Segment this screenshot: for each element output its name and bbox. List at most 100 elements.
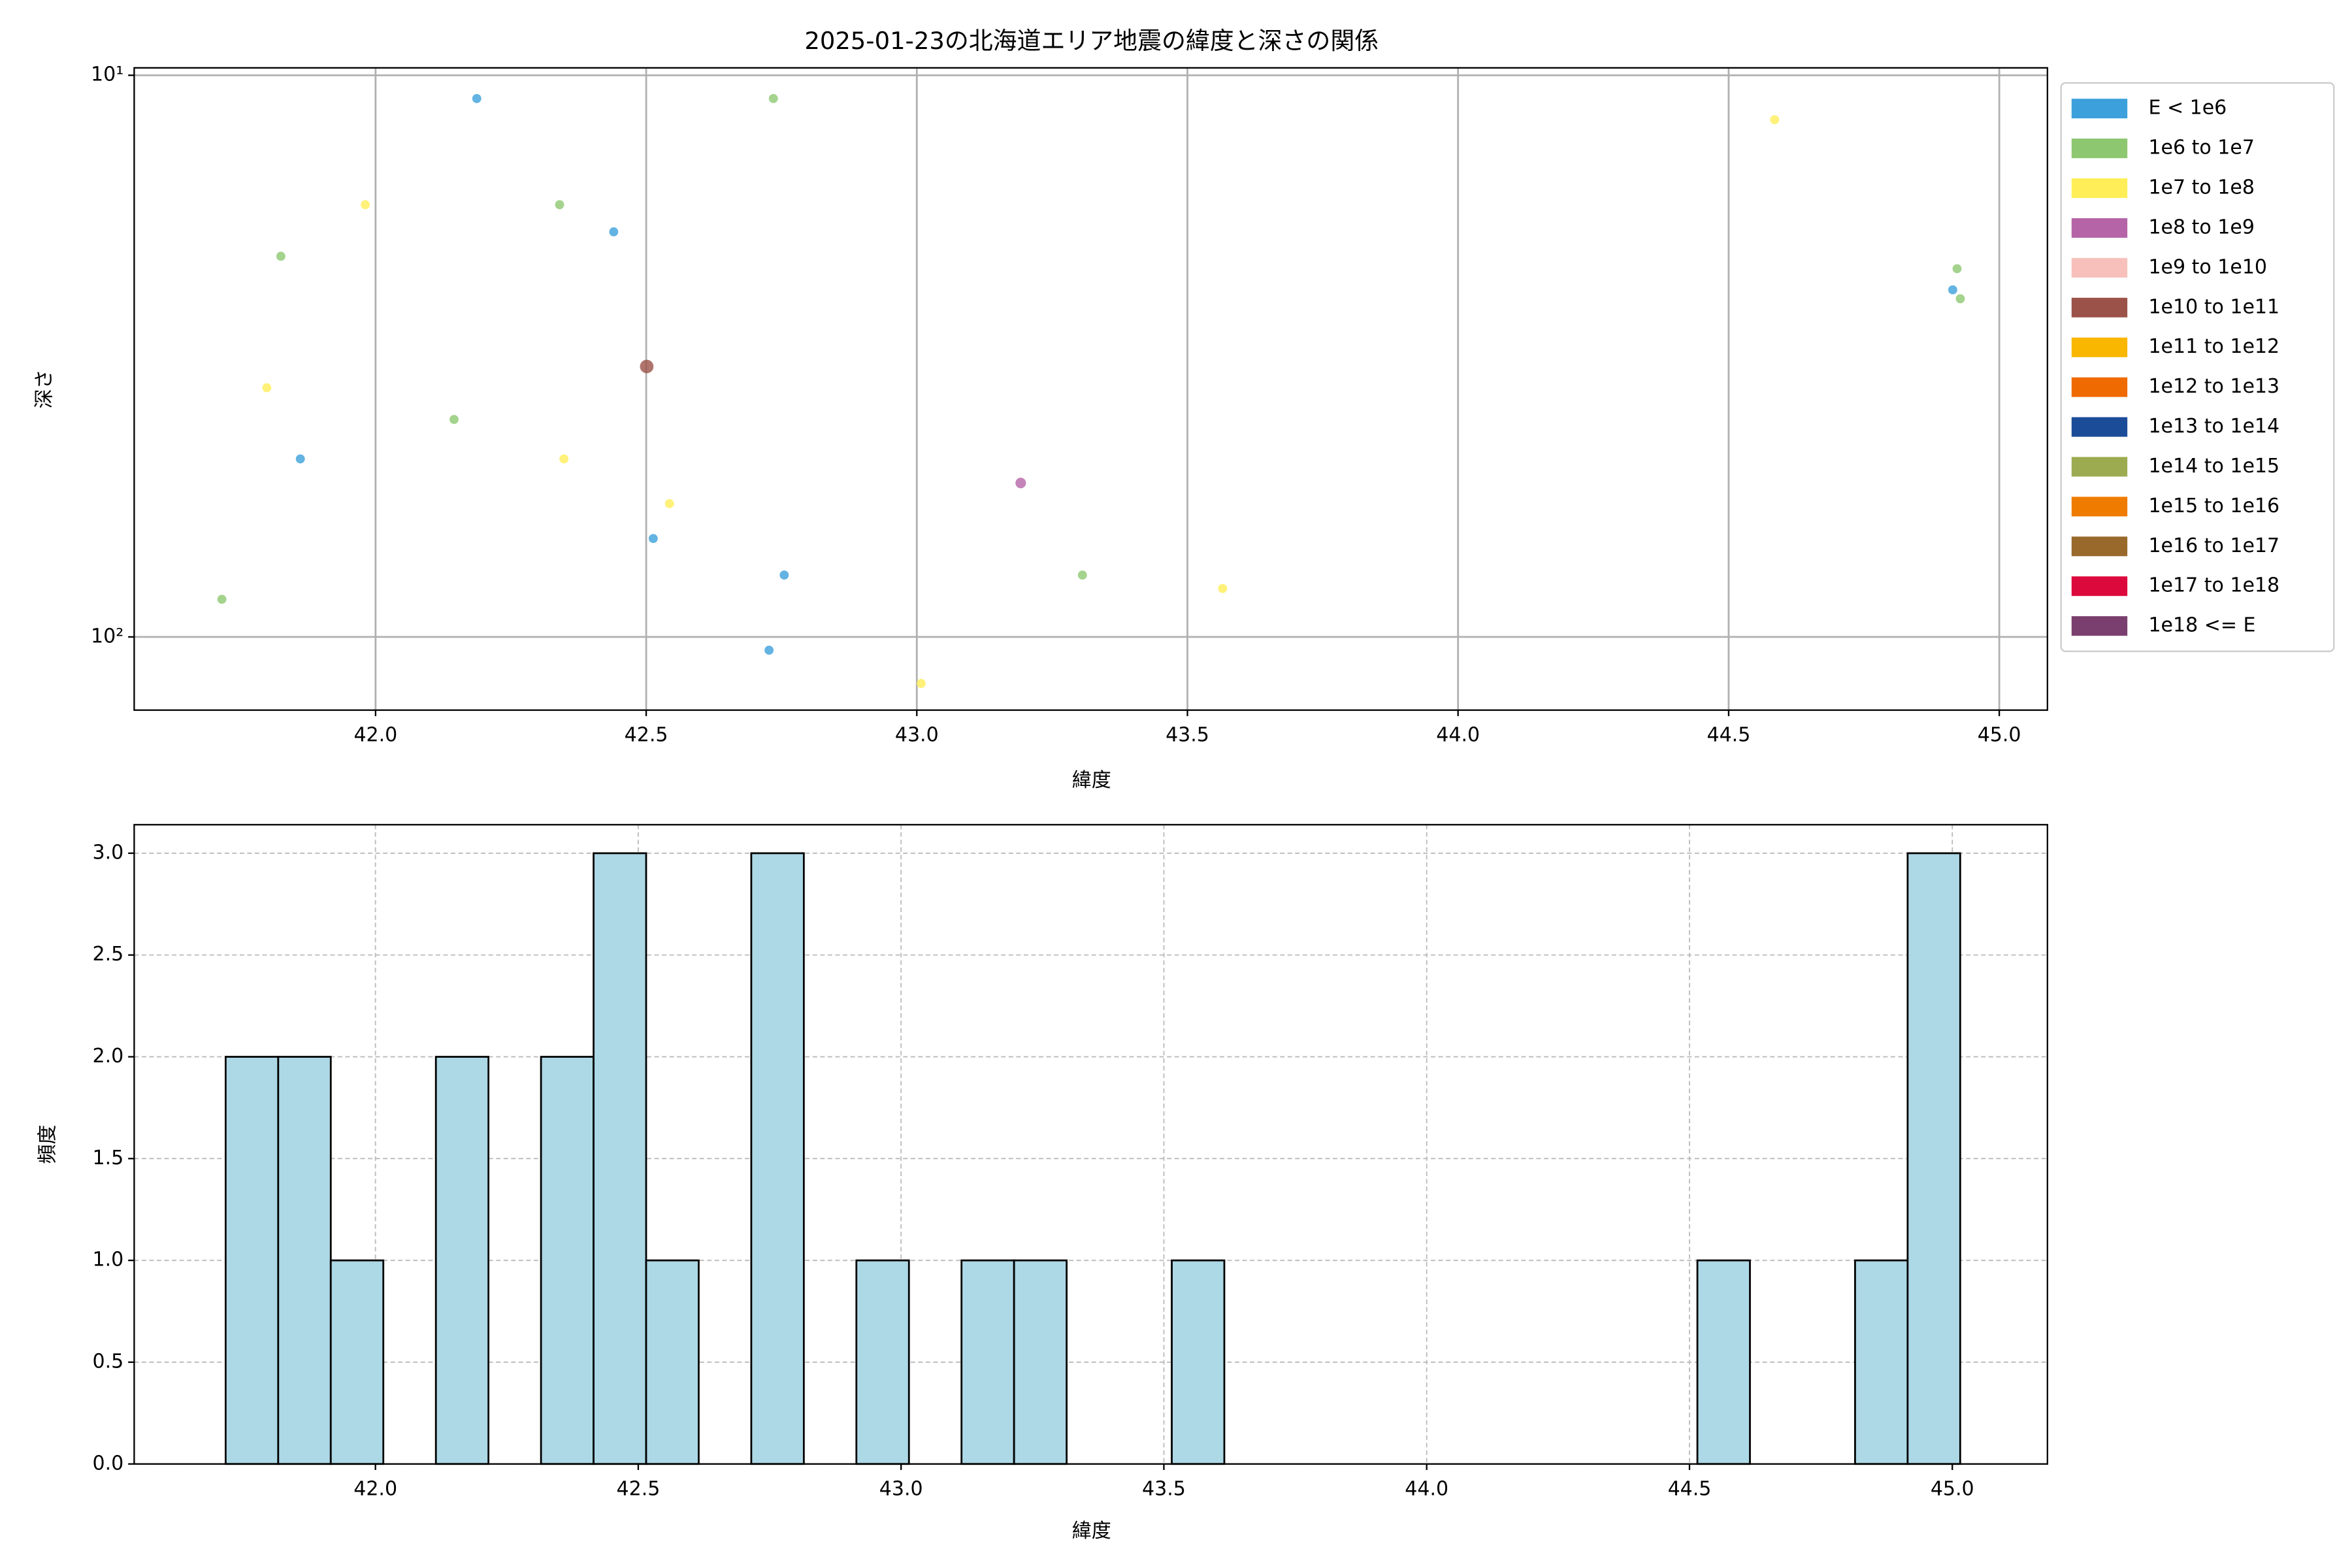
x-tick-label: 43.5: [1166, 724, 1209, 747]
y-tick-label: 0.0: [93, 1452, 124, 1475]
legend-label: E < 1e6: [2148, 97, 2227, 120]
x-tick-label: 44.0: [1405, 1478, 1448, 1501]
legend-label: 1e13 to 1e14: [2148, 415, 2279, 438]
histogram-bar: [329, 1259, 385, 1465]
point: [472, 93, 482, 103]
legend-swatch: [2071, 297, 2128, 318]
legend-swatch: [2071, 178, 2128, 198]
point: [664, 498, 674, 508]
point: [1955, 294, 1965, 304]
y-tick-label: 3.0: [93, 841, 124, 864]
y-tick-label: 1.0: [93, 1249, 124, 1271]
histogram-bar: [224, 1056, 280, 1465]
y-tick-label: 1.5: [93, 1147, 124, 1169]
histogram-bar: [1013, 1259, 1068, 1465]
legend-label: 1e18 <= E: [2148, 614, 2255, 637]
y-tick-label: 10²: [91, 625, 123, 647]
point: [217, 595, 227, 604]
point: [648, 534, 658, 544]
x-tick-label: 42.5: [625, 724, 668, 747]
legend-swatch: [2071, 99, 2128, 119]
histogram-bar: [434, 1056, 490, 1465]
histogram-bar: [1854, 1259, 1909, 1465]
histogram-bar: [1906, 852, 1961, 1465]
x-axis-label: 緯度: [1072, 769, 1111, 792]
legend-label: 1e7 to 1e8: [2148, 176, 2254, 199]
y-tick-label: 10¹: [91, 63, 123, 86]
y-axis-label: 深さ: [33, 369, 56, 408]
point: [1770, 115, 1780, 125]
point: [1077, 570, 1087, 580]
y-axis-label: 頻度: [36, 1125, 59, 1164]
legend-swatch: [2071, 536, 2128, 557]
legend-swatch: [2071, 377, 2128, 397]
x-tick-label: 44.0: [1436, 724, 1480, 747]
legend-label: 1e17 to 1e18: [2148, 574, 2279, 597]
point: [764, 645, 774, 655]
histogram-bar: [750, 852, 805, 1465]
point: [1218, 583, 1228, 593]
histogram-bar: [277, 1056, 332, 1465]
legend-label: 1e10 to 1e11: [2148, 295, 2279, 318]
point: [555, 200, 564, 210]
legend-label: 1e12 to 1e13: [2148, 375, 2279, 398]
histogram-bar: [960, 1259, 1015, 1465]
x-tick-label: 43.0: [895, 724, 939, 747]
x-tick-label: 44.5: [1668, 1478, 1712, 1501]
plot-frame: [133, 67, 2048, 711]
point: [449, 415, 459, 424]
legend-label: 1e11 to 1e12: [2148, 335, 2279, 358]
point: [916, 679, 926, 688]
point: [1948, 285, 1957, 295]
legend-label: 1e9 to 1e10: [2148, 255, 2267, 278]
x-tick-label: 42.0: [353, 724, 397, 747]
histogram-bar: [1696, 1259, 1751, 1465]
x-axis-label: 緯度: [1072, 1520, 1111, 1543]
point: [640, 359, 654, 374]
histogram-bar: [540, 1056, 595, 1465]
chart-title: 2025-01-23の北海道エリア地震の緯度と深さの関係: [804, 27, 1379, 55]
legend-label: 1e6 to 1e7: [2148, 137, 2254, 159]
legend-swatch: [2071, 457, 2128, 477]
x-tick-label: 44.5: [1707, 724, 1751, 747]
legend-label: 1e16 to 1e17: [2148, 534, 2279, 557]
legend-swatch: [2071, 616, 2128, 636]
point: [1952, 264, 1962, 274]
point: [779, 570, 789, 580]
histogram-bar: [1171, 1259, 1226, 1465]
x-tick-label: 45.0: [1931, 1478, 1974, 1501]
legend-swatch: [2071, 139, 2128, 159]
histogram-bar: [855, 1259, 910, 1465]
point: [1015, 478, 1026, 489]
legend-swatch: [2071, 576, 2128, 596]
histogram-bar: [645, 1259, 700, 1465]
legend-swatch: [2071, 497, 2128, 517]
point: [361, 200, 370, 210]
legend-box: [2060, 82, 2335, 653]
legend-label: 1e15 to 1e16: [2148, 495, 2279, 517]
point: [609, 227, 619, 237]
x-tick-label: 43.5: [1142, 1478, 1186, 1501]
plot-frame: [133, 824, 2048, 1465]
legend-label: 1e8 to 1e9: [2148, 216, 2254, 238]
legend-swatch: [2071, 417, 2128, 437]
x-tick-label: 42.5: [617, 1478, 661, 1501]
point: [262, 383, 272, 393]
legend-swatch: [2071, 257, 2128, 278]
x-tick-label: 43.0: [879, 1478, 923, 1501]
legend-swatch: [2071, 337, 2128, 357]
point: [276, 252, 286, 261]
point: [768, 93, 778, 103]
legend-label: 1e14 to 1e15: [2148, 455, 2279, 478]
histogram-bar: [593, 852, 647, 1465]
y-tick-label: 0.5: [93, 1350, 124, 1373]
x-tick-label: 42.0: [353, 1478, 397, 1501]
legend-swatch: [2071, 218, 2128, 238]
y-tick-label: 2.5: [93, 943, 124, 966]
point: [559, 454, 569, 464]
point: [295, 454, 305, 464]
y-tick-label: 2.0: [93, 1045, 124, 1068]
x-tick-label: 45.0: [1978, 724, 2021, 747]
